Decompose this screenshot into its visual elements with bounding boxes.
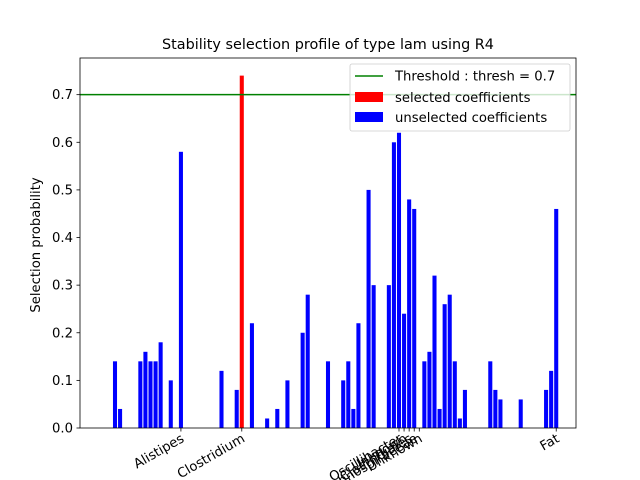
unselected-bar	[498, 399, 503, 428]
unselected-bar	[452, 361, 457, 428]
unselected-bar	[488, 361, 493, 428]
y-tick-label: 0.3	[52, 279, 73, 294]
unselected-bar	[325, 361, 331, 428]
y-axis-label: Selection probability	[29, 177, 44, 313]
unselected-bar	[341, 380, 346, 428]
unselected-bar	[457, 418, 462, 428]
unselected-bar	[148, 361, 153, 428]
y-tick-label: 0.7	[52, 88, 73, 103]
unselected-bar	[265, 418, 270, 428]
unselected-bar	[427, 351, 432, 428]
y-tick-label: 0.2	[52, 326, 73, 341]
unselected-bar	[422, 361, 427, 428]
unselected-bar	[447, 294, 452, 428]
unselected-bar	[371, 285, 376, 428]
unselected-bar	[138, 361, 143, 428]
unselected-bar	[442, 304, 447, 428]
legend-unselected-swatch	[355, 112, 383, 122]
unselected-bar	[356, 323, 361, 428]
unselected-bar	[549, 370, 554, 428]
unselected-bar	[305, 294, 310, 428]
unselected-bar	[219, 370, 224, 428]
y-tick-label: 0.5	[52, 183, 73, 198]
unselected-bar	[300, 332, 305, 428]
legend: Threshold : thresh = 0.7 selected coeffi…	[349, 63, 571, 132]
unselected-bar	[143, 351, 148, 428]
legend-selected-label: selected coefficients	[395, 91, 531, 106]
legend-selected-swatch	[355, 92, 383, 102]
unselected-bar	[346, 361, 351, 428]
unselected-bar	[158, 342, 163, 428]
unselected-bar	[544, 389, 549, 428]
unselected-bar	[391, 142, 396, 429]
unselected-bar	[554, 208, 559, 428]
unselected-bar	[112, 361, 118, 428]
unselected-bar	[437, 408, 442, 428]
unselected-bar	[366, 189, 371, 428]
axes-frame	[79, 57, 577, 429]
unselected-bar	[351, 408, 356, 428]
unselected-bar	[168, 380, 173, 428]
unselected-bar	[285, 380, 290, 428]
selected-bar	[239, 75, 244, 429]
unselected-bar	[275, 408, 280, 428]
unselected-bar	[396, 132, 402, 428]
unselected-bar	[234, 389, 239, 428]
unselected-bar	[407, 199, 412, 428]
bars-group	[112, 75, 559, 429]
unselected-bar	[432, 275, 437, 428]
unselected-bar	[462, 389, 467, 428]
y-ticks: 0.0 0.1 0.2 0.3 0.4 0.5 0.6 0.7	[52, 88, 80, 437]
chart-title: Stability selection profile of type lam …	[162, 37, 494, 53]
unselected-bar	[386, 285, 391, 428]
unselected-bar	[402, 313, 407, 428]
legend-unselected-label: unselected coefficients	[395, 111, 547, 126]
y-tick-label: 0.4	[52, 231, 73, 246]
unselected-bar	[118, 408, 123, 428]
unselected-bar	[153, 361, 158, 428]
unselected-bar	[412, 208, 417, 428]
legend-threshold-label: Threshold : thresh = 0.7	[394, 70, 555, 85]
legend-box	[349, 63, 571, 132]
unselected-bar	[178, 151, 183, 428]
y-tick-label: 0.6	[52, 136, 73, 151]
unselected-bar	[493, 389, 498, 428]
y-tick-label: 0.1	[52, 374, 73, 389]
unselected-bar	[249, 323, 254, 428]
unselected-bar	[518, 399, 523, 428]
y-tick-label: 0.0	[52, 422, 73, 437]
